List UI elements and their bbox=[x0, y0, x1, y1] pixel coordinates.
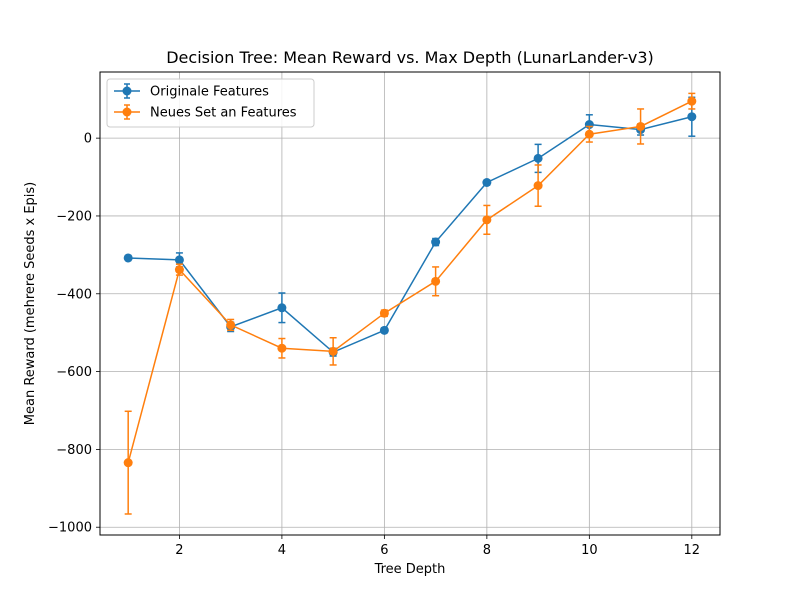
data-point bbox=[687, 96, 697, 106]
legend: Originale Features Neues Set an Features bbox=[106, 78, 315, 128]
series-2 bbox=[123, 92, 697, 515]
y-tick-label: −1000 bbox=[48, 521, 92, 536]
data-point bbox=[687, 112, 697, 122]
chart-title: Decision Tree: Mean Reward vs. Max Depth… bbox=[166, 48, 654, 67]
x-tick-label: 8 bbox=[483, 543, 491, 558]
legend-box bbox=[106, 78, 315, 128]
x-tick-label: 6 bbox=[380, 543, 388, 558]
legend-item: Neues Set an Features bbox=[114, 104, 297, 121]
y-tick-label: −800 bbox=[56, 443, 92, 458]
data-point bbox=[584, 129, 594, 139]
y-tick-label: −600 bbox=[56, 365, 92, 380]
data-point bbox=[174, 255, 184, 265]
data-point bbox=[482, 215, 492, 225]
legend-label: Originale Features bbox=[150, 85, 269, 100]
data-point bbox=[277, 343, 287, 353]
legend-marker bbox=[122, 107, 132, 117]
data-point bbox=[431, 237, 441, 247]
y-axis-label: Mean Reward (mehrere Seeds x Epis) bbox=[23, 182, 38, 425]
axis-ticks: 2 4 6 8 10 12 −1000 −800 −600 −400 −200 0 bbox=[48, 132, 700, 558]
x-tick-label: 10 bbox=[581, 543, 598, 558]
legend-item: Originale Features bbox=[114, 83, 269, 100]
data-point bbox=[174, 265, 184, 275]
legend-marker bbox=[122, 86, 132, 96]
series-layer bbox=[123, 92, 697, 515]
data-point bbox=[482, 177, 492, 187]
data-point bbox=[636, 121, 646, 131]
x-tick-label: 4 bbox=[278, 543, 286, 558]
x-tick-label: 12 bbox=[684, 543, 701, 558]
data-point bbox=[123, 253, 133, 263]
data-point bbox=[379, 308, 389, 318]
data-point bbox=[379, 325, 389, 335]
y-tick-label: 0 bbox=[84, 132, 92, 147]
data-point bbox=[533, 181, 543, 191]
x-axis-label: Tree Depth bbox=[374, 562, 446, 577]
data-point bbox=[431, 276, 441, 286]
data-point bbox=[226, 320, 236, 330]
y-tick-label: −200 bbox=[56, 209, 92, 224]
data-point bbox=[533, 153, 543, 163]
y-tick-label: −400 bbox=[56, 287, 92, 302]
data-point bbox=[277, 303, 287, 313]
data-point bbox=[123, 458, 133, 468]
plot-frame bbox=[99, 71, 721, 536]
series-line bbox=[127, 100, 693, 463]
x-tick-label: 2 bbox=[175, 543, 183, 558]
data-point bbox=[328, 346, 338, 356]
legend-label: Neues Set an Features bbox=[150, 106, 297, 121]
